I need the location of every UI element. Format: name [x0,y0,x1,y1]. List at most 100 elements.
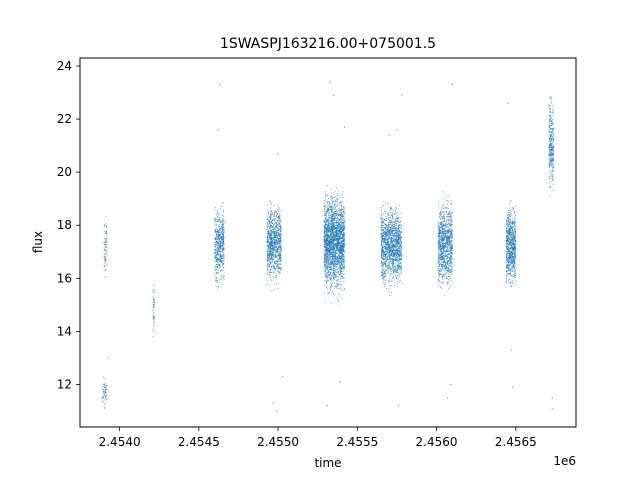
data-point [275,230,277,233]
data-point [223,237,225,239]
data-point [381,209,383,211]
data-point [220,278,222,280]
data-point [389,232,391,234]
data-point [338,231,340,233]
data-point [331,260,333,262]
data-point [334,272,336,274]
data-point [387,255,389,257]
data-point [223,231,225,233]
data-point [329,221,331,223]
data-point [327,244,329,247]
data-point [216,245,218,247]
data-point [333,260,335,262]
data-point [389,275,391,277]
data-point [327,279,329,281]
data-point [333,204,335,206]
data-point [221,227,223,229]
data-point [335,243,337,245]
data-point [390,242,392,244]
data-point [269,266,271,268]
data-point [395,255,397,257]
data-point [274,229,277,231]
data-point [324,274,326,276]
data-point [396,220,398,222]
data-point [336,195,338,197]
data-point [327,224,329,226]
data-point [341,253,343,256]
data-point [339,234,341,236]
data-point [336,213,338,215]
data-point [215,241,217,243]
data-point [327,264,329,266]
data-point [153,325,155,327]
data-point [270,220,272,222]
data-point [105,241,107,243]
data-point [339,211,341,213]
data-point [217,230,219,232]
data-point [333,193,335,195]
data-point [392,266,394,269]
data-point [330,284,333,286]
data-point [396,249,398,251]
data-point [280,255,282,257]
data-point [222,218,224,220]
data-point [106,225,108,227]
data-point [330,195,332,197]
data-point [336,218,338,220]
data-point [397,261,399,263]
data-point [104,378,106,380]
data-point [280,251,282,253]
data-point [269,274,271,277]
data-point [386,212,388,214]
data-point [153,315,155,317]
data-point [271,268,273,270]
data-point [334,273,336,276]
data-point [330,238,332,240]
data-point [273,256,275,258]
data-point [381,274,383,277]
data-point [269,259,271,261]
data-point [327,249,329,252]
data-point [342,243,345,245]
data-point [338,194,340,196]
data-point [101,397,103,399]
data-point [396,207,398,209]
data-point [278,272,281,274]
data-point [271,226,273,228]
data-point [343,242,345,244]
data-point [384,260,386,263]
data-point [392,235,395,237]
data-point [105,398,107,400]
data-point [389,260,391,262]
data-point [328,217,330,219]
data-point [339,238,341,240]
data-point [330,206,332,208]
data-point [343,266,345,268]
data-point [220,277,223,279]
data-point [334,226,336,228]
data-point [336,239,338,241]
data-point [275,232,277,235]
data-point [216,214,218,216]
data-point [326,269,328,271]
data-point [215,272,217,274]
data-point [385,274,387,276]
data-point [400,271,402,273]
data-point [326,262,328,264]
data-point [274,226,276,228]
data-point [326,240,329,242]
data-point [339,212,341,214]
data-point [329,241,331,243]
data-point [400,212,402,214]
data-point [327,260,329,262]
data-point [214,223,216,225]
chart-title: 1SWASPJ163216.00+075001.5 [220,36,436,52]
data-point [328,198,330,200]
data-point [271,219,273,222]
data-point [335,200,337,202]
data-point [330,268,332,270]
data-point [384,269,386,271]
data-point [324,222,326,224]
data-point [342,219,344,221]
